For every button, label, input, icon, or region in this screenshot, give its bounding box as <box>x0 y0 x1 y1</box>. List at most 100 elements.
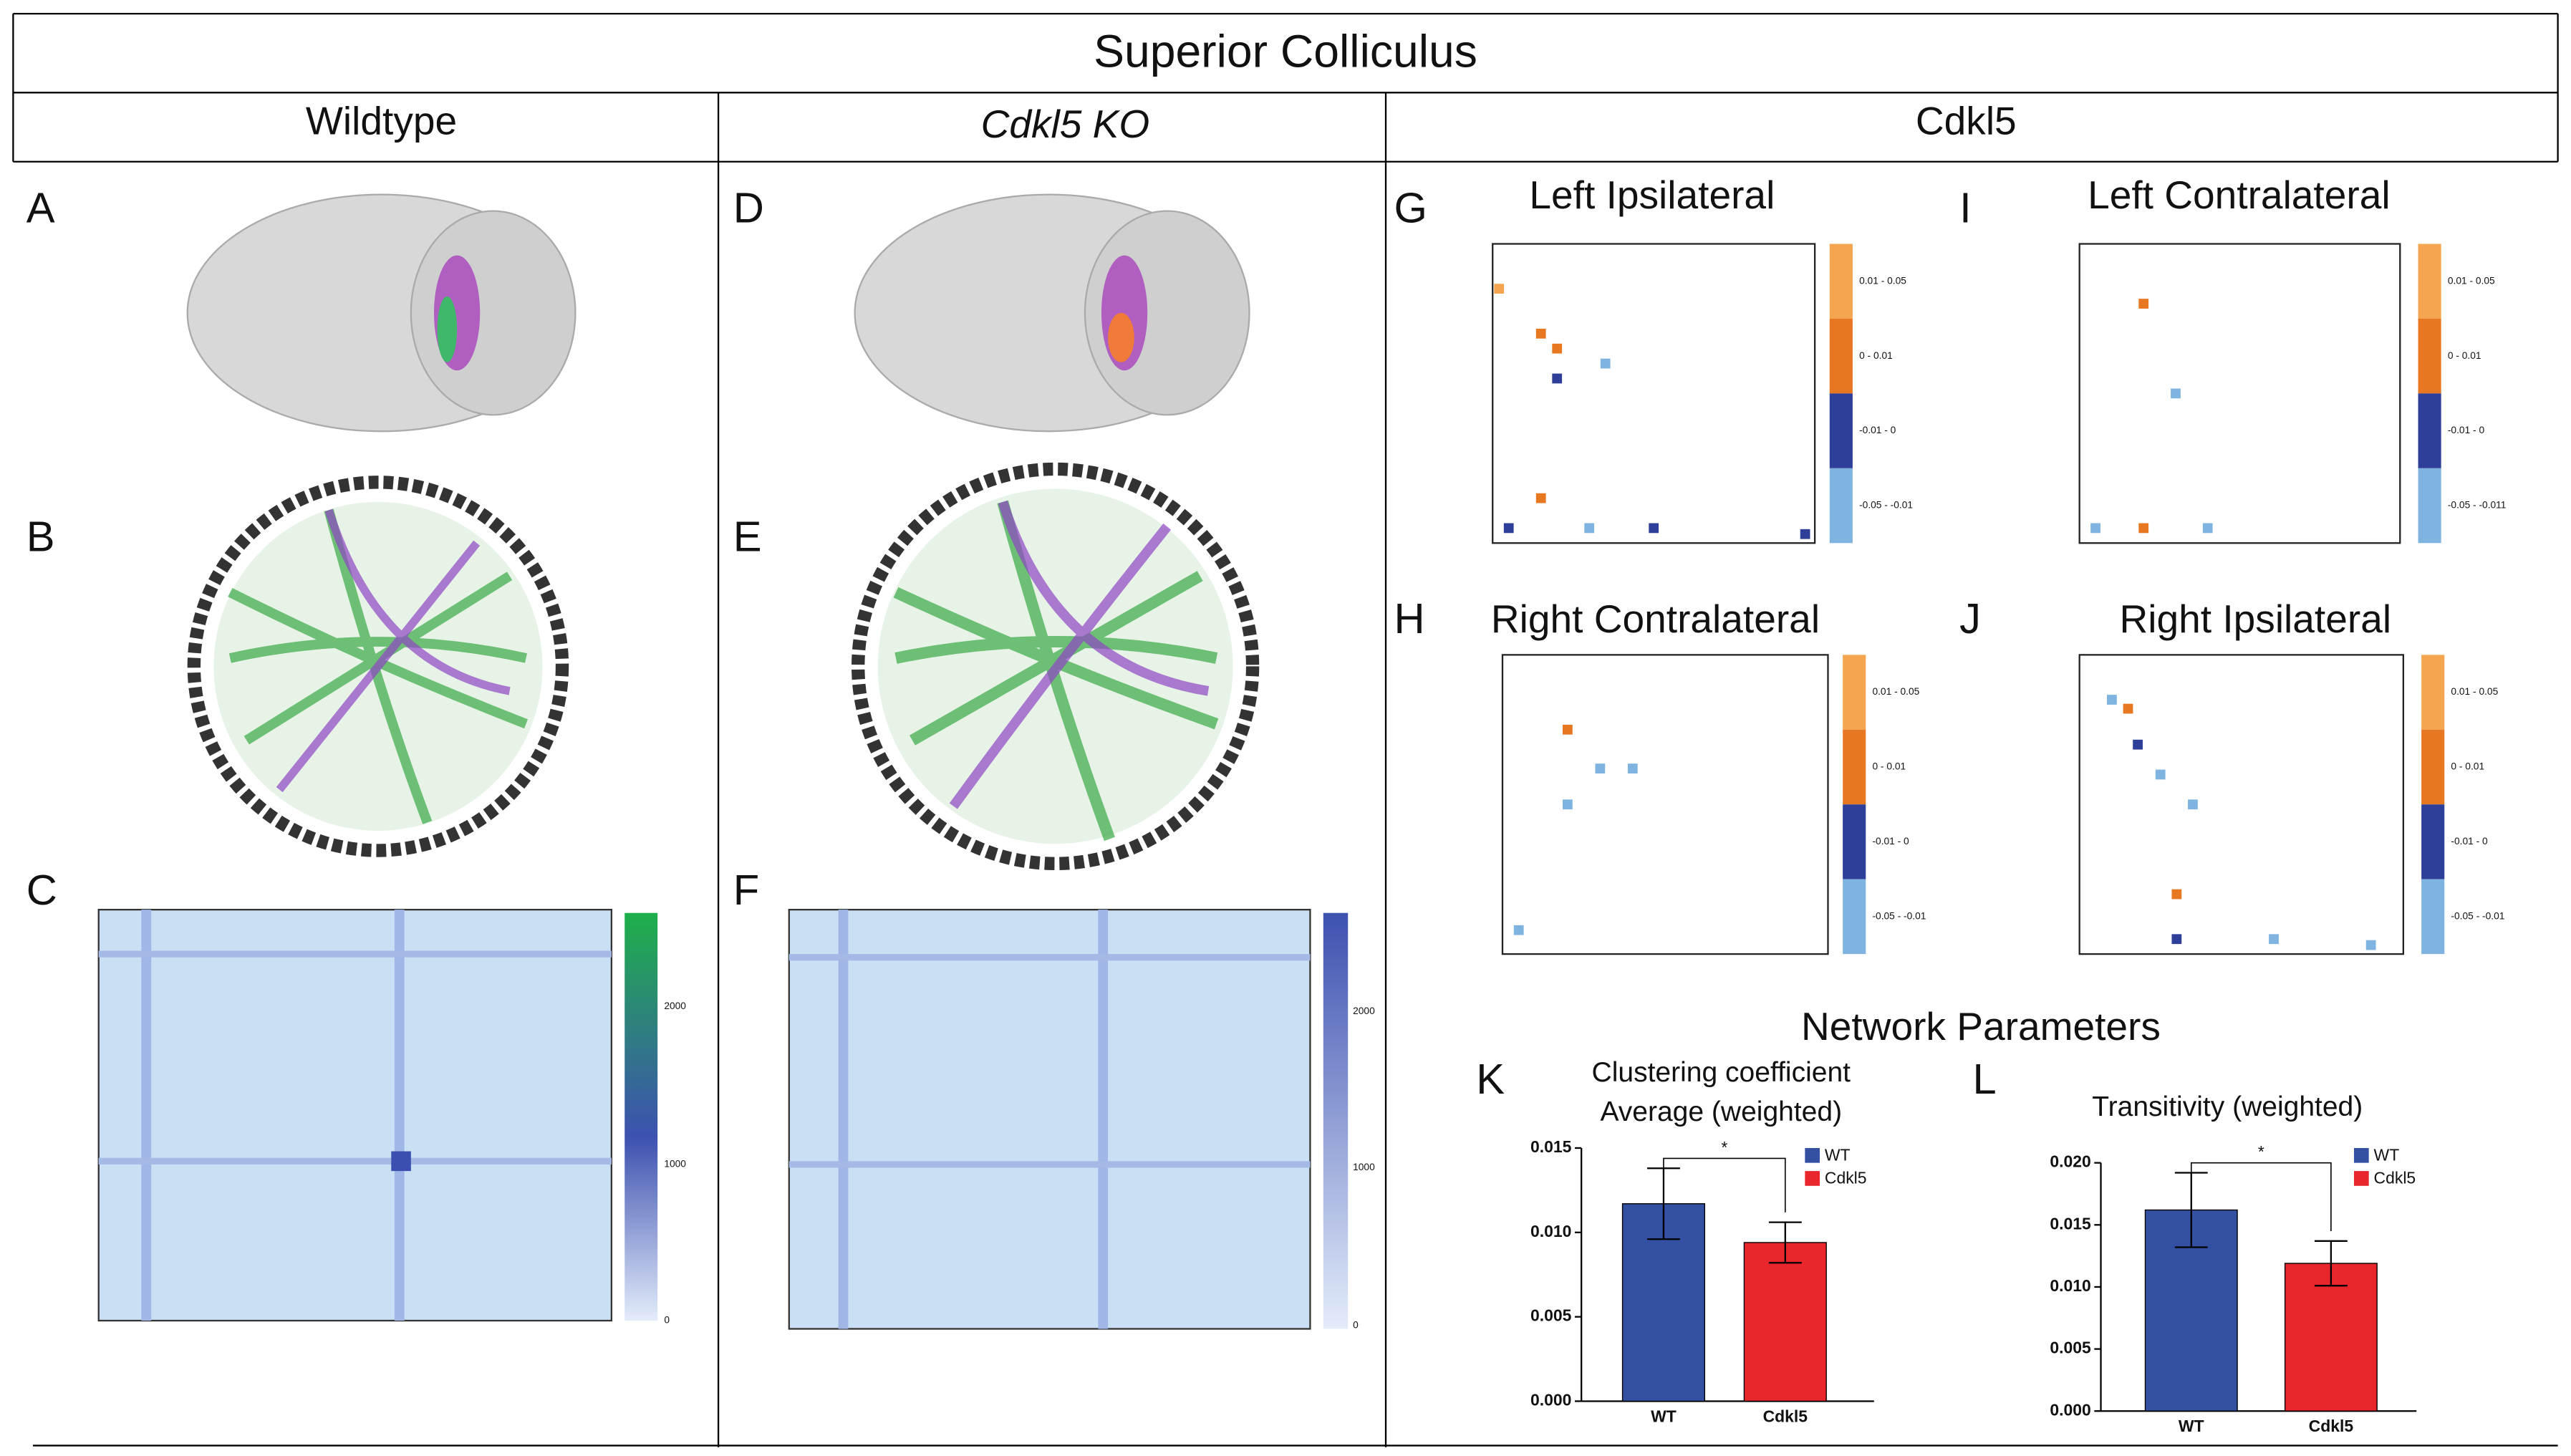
heatmap-cell <box>1494 284 1505 294</box>
colorbar-label: 0.01 - 0.05 <box>1872 686 1919 697</box>
colorbar-label: 0 - 0.01 <box>2451 761 2484 772</box>
column-header: Cdkl5 <box>1916 98 2017 143</box>
colorbar-label: -0.01 - 0 <box>1859 425 1896 435</box>
colorbar-segment <box>2418 393 2441 468</box>
heatmap-title: Left Contralateral <box>2088 173 2391 217</box>
legend-label: Cdkl5 <box>1825 1169 1867 1187</box>
chart-title: Clustering coefficient <box>1592 1057 1851 1088</box>
heatmap-cell <box>2171 934 2182 945</box>
heatmap-cell <box>2090 523 2100 534</box>
colorbar-label: -0.01 - 0 <box>2448 425 2485 435</box>
panel-letter: I <box>1959 183 1972 231</box>
colorbar-label: 2000 <box>664 1001 686 1011</box>
frame <box>12 13 2559 1447</box>
bar <box>1743 1242 1827 1402</box>
y-tick-label: 0.000 <box>2050 1400 2090 1419</box>
colorbar-segment <box>1843 655 1866 730</box>
colorbar-segment <box>2418 244 2441 319</box>
heatmap-cell <box>1513 925 1524 935</box>
colorbar-segment <box>2421 879 2445 955</box>
panel-letter: C <box>26 866 57 914</box>
colorbar-segment <box>1843 879 1866 955</box>
colorbar-segment <box>2421 804 2445 879</box>
heatmap-cell <box>1563 724 1573 735</box>
heatmap-frame <box>2078 654 2405 955</box>
y-tick-label: 0.005 <box>2050 1339 2091 1357</box>
significance-bracket <box>1663 1157 1786 1212</box>
panel-letter: H <box>1394 594 1424 642</box>
error-bar <box>2314 1240 2348 1287</box>
colorbar-label: 0 <box>1353 1320 1359 1331</box>
heatmap-cell <box>2133 739 2143 750</box>
colorbar-label: 2000 <box>1353 1006 1375 1016</box>
heatmap-cell <box>2365 940 2376 950</box>
colorbar-label: 0 - 0.01 <box>2448 350 2481 361</box>
colorbar-label: 0 - 0.01 <box>1859 350 1893 361</box>
chart-title: Average (weighted) <box>1600 1096 1842 1127</box>
column-header: Cdkl5 KO <box>981 102 1150 146</box>
colorbar-segment <box>1829 393 1853 468</box>
colorbar-segment <box>2421 729 2445 805</box>
brain-render <box>186 193 577 433</box>
heatmap-cell <box>1535 493 1546 503</box>
x-tick-label: WT <box>2179 1417 2204 1435</box>
y-tick-label: 0.000 <box>1530 1391 1571 1409</box>
figure-title: Superior Colliculus <box>1094 26 1477 77</box>
chord-diagram <box>187 476 569 857</box>
colorbar-label: 0.01 - 0.05 <box>2448 275 2495 286</box>
legend-label: WT <box>2374 1146 2400 1165</box>
colorbar-segment <box>2418 468 2441 544</box>
colorbar-label: 0 - 0.01 <box>1872 761 1906 772</box>
heatmap-cell <box>1563 799 1573 810</box>
heatmap-cell <box>2202 523 2213 534</box>
colorbar-label: -0.05 - -0.01 <box>1872 911 1926 922</box>
colorbar-segment <box>1843 804 1866 879</box>
column-header: Wildtype <box>306 98 457 143</box>
y-tick-label: 0.020 <box>2050 1152 2090 1171</box>
panel-letter: F <box>733 866 759 914</box>
panel-letter: G <box>1394 183 1427 231</box>
heatmap-cell <box>1627 763 1638 773</box>
y-tick-label: 0.005 <box>1530 1306 1572 1325</box>
chart-title: Transitivity (weighted) <box>2092 1091 2363 1122</box>
error-bar <box>1768 1221 1802 1264</box>
heatmap-cell <box>2107 695 2117 705</box>
heatmap-title: Right Ipsilateral <box>2119 597 2391 641</box>
heatmap-cell <box>2171 889 2182 900</box>
heatmap-cell <box>2188 799 2198 810</box>
significance-bracket <box>2190 1162 2332 1232</box>
legend-swatch <box>1805 1171 1820 1186</box>
heatmap-cell <box>2123 703 2133 714</box>
heatmap-cell <box>1800 529 1810 539</box>
colorbar-segment <box>1829 468 1853 544</box>
panel-letter: K <box>1476 1055 1505 1103</box>
panel-letter: J <box>1959 594 1981 642</box>
colorbar-segment <box>1829 318 1853 394</box>
colorbar-segment <box>2418 318 2441 394</box>
heatmap-cell <box>2155 769 2166 780</box>
colorbar-label: 1000 <box>664 1159 686 1170</box>
heatmap-cell <box>1584 523 1595 534</box>
legend-swatch <box>2354 1147 2369 1163</box>
heatmap-cell <box>1535 328 1546 339</box>
colorbar-segment <box>1829 244 1853 319</box>
heatmap-cell <box>1600 358 1611 369</box>
significance-mark: * <box>1721 1138 1727 1157</box>
significance-mark: * <box>2258 1142 2264 1161</box>
colorbar-label: 0 <box>664 1315 670 1326</box>
x-tick-label: WT <box>1651 1407 1677 1425</box>
colorbar-segment <box>2421 655 2445 730</box>
colorbar-segment <box>1843 729 1866 805</box>
heatmap-frame <box>1492 243 1816 544</box>
heatmap-cell <box>2269 934 2279 945</box>
x-tick-label: Cdkl5 <box>1763 1407 1808 1425</box>
heatmap-cell <box>2138 523 2149 534</box>
panel-letter: B <box>26 512 55 560</box>
heatmap-cell <box>2138 299 2149 309</box>
heatmap-title: Right Contralateral <box>1491 597 1820 641</box>
colorbar-label: 0.01 - 0.05 <box>2451 686 2498 697</box>
heatmap-frame <box>1501 654 1829 955</box>
section-title: Network Parameters <box>1801 1004 2161 1048</box>
heatmap-cell <box>1595 763 1606 773</box>
